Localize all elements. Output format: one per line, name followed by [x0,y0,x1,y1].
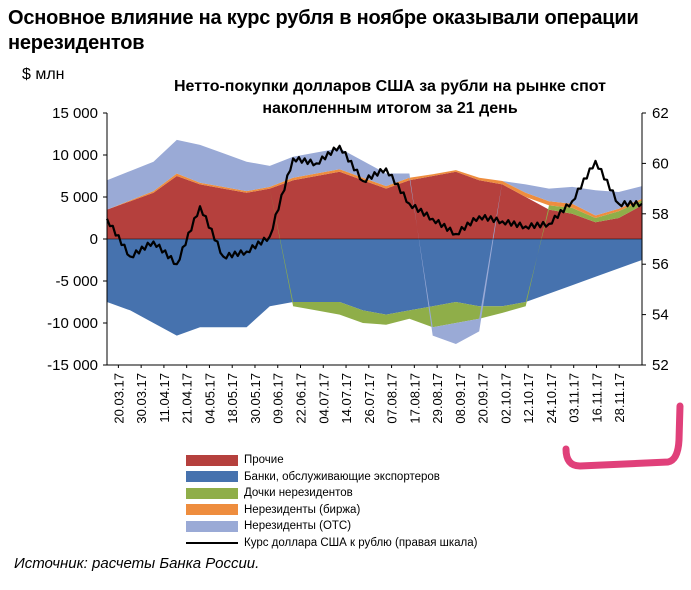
chart-title: Нетто-покупки долларов США за рубли на р… [173,78,607,117]
x-tick-label: 21.04.17 [180,373,195,424]
legend-swatch [186,454,238,466]
legend-item: Прочие [186,452,478,469]
left-tick-label: 0 [90,231,98,248]
hand-drawn-annotation [562,402,684,470]
x-tick-label: 02.10.17 [498,373,513,424]
x-tick-label: 29.08.17 [430,373,445,424]
left-tick-label: 10 000 [52,147,98,164]
x-tick-label: 04.07.17 [316,373,331,424]
annotation-stroke [562,402,684,470]
chart-legend: Прочие Банки, обслуживающие экспортеров До… [186,452,478,551]
left-tick-label: -5 000 [55,273,98,290]
legend-label: Нерезиденты (биржа) [244,503,361,516]
legend-swatch [186,504,238,516]
x-tick-label: 20.03.17 [111,373,126,424]
left-tick-label: 5 000 [60,189,98,206]
page-heading: Основное влияние на курс рубля в ноябре … [8,7,639,54]
area-series-4 [107,139,642,344]
x-tick-label: 14.07.17 [339,373,354,424]
right-tick-label: 52 [652,357,669,374]
left-tick-label: -15 000 [47,357,98,374]
x-tick-label: 28.11.17 [612,373,627,423]
legend-label: Курс доллара США к рублю (правая шкала) [244,536,478,549]
x-tick-label: 20.09.17 [476,373,491,424]
x-tick-label: 17.08.17 [407,373,422,424]
legend-swatch [186,520,238,532]
chart-axes: 15 000 10 000 5 000 0 -5 000 -10 000 -15 000 62… [47,105,669,424]
x-tick-label: 07.08.17 [385,373,400,424]
legend-swatch [186,541,238,544]
legend-item: Банки, обслуживающие экспортеров [186,469,478,486]
legend-label: Прочие [244,454,284,466]
legend-label: Нерезиденты (ОТС) [244,520,352,532]
legend-swatch [186,487,238,499]
right-tick-label: 60 [652,155,669,172]
area-series-1 [107,239,642,336]
x-tick-label: 22.06.17 [294,373,309,424]
legend-item: Курс доллара США к рублю (правая шкала) [186,535,478,552]
chart-areas [107,139,642,344]
left-tick-label: 15 000 [52,105,98,122]
x-tick-label: 30.03.17 [134,373,149,424]
source-note: Источник: расчеты Банка России. [14,555,260,572]
x-tick-label: 04.05.17 [202,373,217,424]
right-tick-label: 62 [652,105,669,122]
legend-item: Нерезиденты (ОТС) [186,518,478,535]
chart-rate-line [105,144,643,266]
legend-swatch [186,471,238,483]
area-series-3 [107,169,642,218]
right-tick-label: 58 [652,206,669,223]
legend-label: Банки, обслуживающие экспортеров [244,470,440,483]
x-tick-label: 24.10.17 [544,373,559,424]
right-tick-label: 56 [652,256,669,273]
x-tick-label: 11.04.17 [157,373,172,423]
left-tick-label: -10 000 [47,315,98,332]
x-tick-label: 08.09.17 [453,373,468,424]
x-tick-label: 18.05.17 [225,373,240,424]
rate-line [105,144,643,266]
left-axis-unit: $ млн [22,66,65,83]
x-tick-label: 30.05.17 [248,373,263,424]
x-tick-label: 26.07.17 [362,373,377,424]
x-tick-label: 16.11.17 [590,373,605,423]
legend-label: Дочки нерезидентов [244,487,353,499]
x-tick-label: 12.10.17 [521,373,536,424]
x-tick-label: 09.06.17 [271,373,286,424]
legend-item: Нерезиденты (биржа) [186,502,478,519]
right-tick-label: 54 [652,307,669,324]
legend-item: Дочки нерезидентов [186,485,478,502]
x-tick-label: 03.11.17 [567,373,582,423]
